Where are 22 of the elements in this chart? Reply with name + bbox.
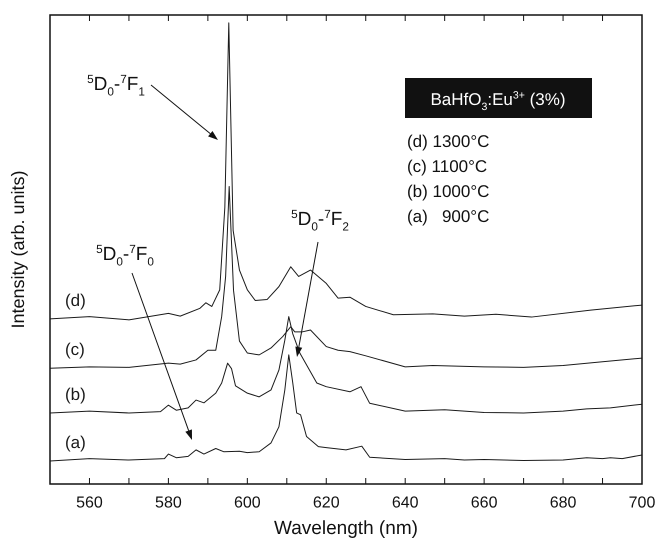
x-tick-label: 580: [155, 494, 182, 512]
series-label: (c): [65, 340, 85, 360]
annotation: $^{5}$D$_{0}$-$^{7}$F$_{0}$: [96, 242, 154, 269]
annotation: (b) 1000°C: [407, 182, 490, 201]
x-tick-label: 560: [76, 494, 103, 512]
series-label: (b): [65, 384, 86, 404]
annotation: $^{5}$D$_{0}$-$^{7}$F$_{2}$: [291, 208, 349, 234]
x-tick-label: 600: [234, 494, 261, 512]
x-tick-label: 660: [470, 494, 498, 512]
y-axis-title: Intensity (arb. units): [8, 170, 28, 329]
series-label: (d): [65, 290, 86, 310]
series-label: (a): [65, 432, 86, 452]
annotation: (a) 900°C: [407, 207, 490, 226]
x-tick-label: 680: [550, 494, 577, 512]
x-tick-label: 700: [628, 494, 656, 512]
x-axis-title: Wavelength (nm): [274, 518, 418, 539]
annotation: (d) 1300°C: [407, 132, 490, 151]
x-tick-label: 640: [392, 494, 419, 512]
x-tick-label: 620: [312, 494, 340, 512]
annotation: (c) 1100°C: [407, 157, 488, 176]
annotation: $^{5}$D$_{0}$-$^{7}$F$_{1}$: [87, 72, 145, 99]
annotation: BaHfO$_{3}$:Eu$^{3+}$ (3%): [430, 90, 566, 114]
